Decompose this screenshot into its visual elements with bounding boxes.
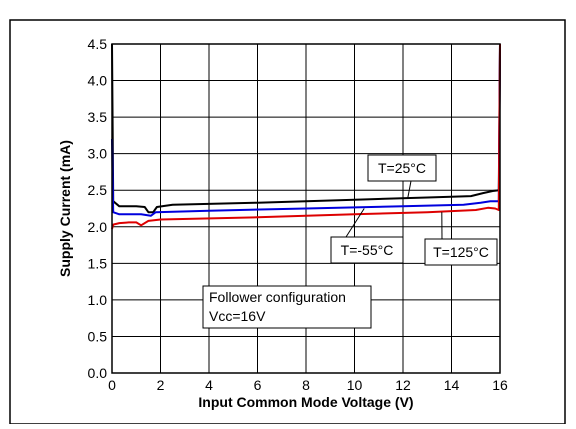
x-tick-label: 16 [492,377,508,393]
y-tick-label: 3.5 [88,109,108,125]
x-axis-title: Input Common Mode Voltage (V) [198,394,413,410]
y-tick-label: 0.5 [88,328,108,344]
y-tick-label: 1.5 [88,255,108,271]
y-tick-label: 2.5 [88,182,108,198]
x-tick-label: 0 [108,377,116,393]
y-tick-label: 2.0 [88,219,108,235]
y-tick-label: 3.0 [88,146,108,162]
x-tick-label: 12 [395,377,411,393]
config-note-line2: Vcc=16V [209,308,266,324]
annotation-label: T=125°C [433,244,489,260]
x-tick-label: 2 [157,377,165,393]
x-tick-label: 10 [347,377,363,393]
y-tick-label: 1.0 [88,292,108,308]
y-tick-label: 4.0 [88,73,108,89]
x-tick-label: 14 [444,377,460,393]
x-tick-label: 4 [205,377,213,393]
config-note-line1: Follower configuration [209,289,346,305]
annotation-label: T=25°C [378,160,426,176]
x-tick-label: 8 [302,377,310,393]
annotation-label: T=-55°C [341,242,394,258]
y-tick-label: 0.0 [88,365,108,381]
y-axis-title: Supply Current (mA) [57,140,73,277]
x-tick-label: 6 [254,377,262,393]
y-tick-label: 4.5 [88,36,108,52]
